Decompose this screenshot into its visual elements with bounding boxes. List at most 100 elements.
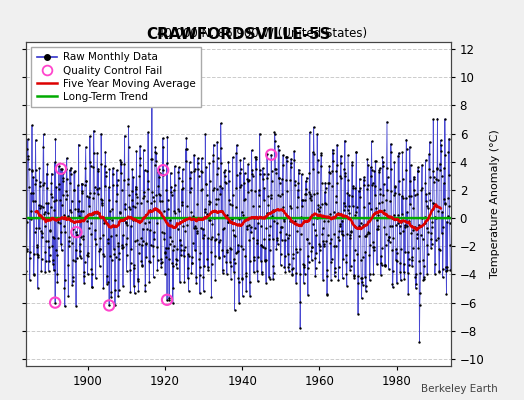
Point [354,311,362,317]
Point [272,170,280,176]
Point [110,222,118,229]
Point [440,180,448,187]
Point [258,271,266,278]
Point [149,243,157,249]
Point [119,282,127,289]
Point [361,248,369,255]
Point [395,178,403,184]
Point [172,261,181,267]
Point [130,290,139,296]
Point [147,200,155,206]
Point [256,130,264,137]
Point [274,192,282,198]
Point [120,160,128,167]
Point [428,218,436,225]
Point [83,271,92,278]
Point [380,263,389,270]
Point [422,191,430,198]
Point [183,222,191,228]
Point [377,253,385,259]
Point [144,186,152,192]
Point [245,176,253,183]
Point [280,217,288,224]
Point [261,258,269,264]
Point [54,180,63,187]
Point [179,166,187,173]
Point [99,232,107,238]
Point [341,137,349,144]
Point [122,220,130,226]
Point [429,174,438,181]
Point [298,197,307,203]
Point [271,166,280,172]
Point [434,235,443,242]
Point [428,224,436,230]
Point [149,274,158,281]
Point [299,261,308,267]
Point [311,255,319,261]
Point [409,226,417,233]
Point [303,236,311,242]
Point [261,257,270,263]
Point [39,182,47,188]
Point [134,277,142,284]
Point [324,232,332,238]
Point [162,254,170,261]
Point [238,293,247,299]
Point [339,256,347,262]
Point [310,124,318,130]
Point [92,275,100,281]
Point [203,263,212,270]
Point [114,293,123,299]
Point [229,227,237,234]
Point [419,236,427,242]
Point [364,182,372,189]
Point [303,236,311,243]
Point [66,167,74,173]
Point [257,241,266,248]
Point [228,216,236,222]
Point [32,224,41,231]
Point [368,182,376,188]
Point [133,200,141,206]
Point [246,292,254,299]
Point [212,196,221,202]
Point [96,196,105,202]
Point [115,286,123,293]
Point [279,152,287,158]
Point [52,252,61,258]
Point [403,208,411,215]
Point [30,251,38,258]
Point [405,255,413,262]
Point [353,204,361,210]
Point [294,180,302,186]
Point [290,157,299,163]
Point [53,234,62,241]
Point [235,279,243,285]
Point [326,240,335,246]
Point [198,186,206,192]
Point [419,276,428,283]
Text: 40.000 N, 86.900 W (United States): 40.000 N, 86.900 W (United States) [157,28,367,40]
Point [389,235,398,242]
Point [397,277,405,284]
Point [80,273,88,279]
Point [313,169,322,176]
Point [237,243,246,249]
Point [252,154,260,160]
Point [440,164,449,171]
Point [60,285,69,291]
Point [426,173,434,180]
Point [214,230,223,237]
Point [185,253,193,259]
Point [200,288,208,294]
Point [364,162,372,168]
Point [161,271,169,278]
Point [402,146,411,153]
Point [177,241,185,248]
Point [363,186,371,193]
Point [260,236,269,242]
Point [400,222,409,228]
Point [106,233,115,240]
Point [194,173,203,179]
